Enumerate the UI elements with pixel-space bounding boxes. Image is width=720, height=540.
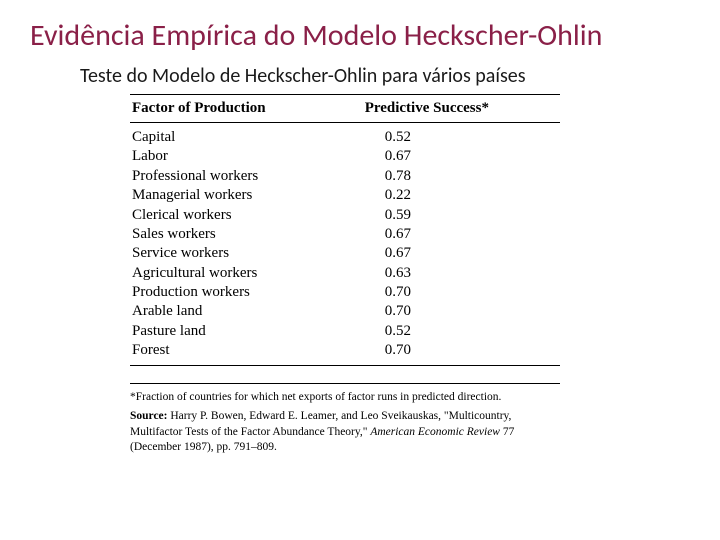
header-factor: Factor of Production [130, 95, 325, 123]
slide: Evidência Empírica do Modelo Heckscher-O… [0, 0, 720, 540]
cell-factor: Service workers [130, 244, 325, 263]
table-row: Labor 0.67 [130, 147, 560, 166]
cell-value: 0.70 [325, 283, 560, 302]
cell-factor: Managerial workers [130, 186, 325, 205]
cell-value: 0.63 [325, 263, 560, 282]
table-header-row: Factor of Production Predictive Success* [130, 95, 560, 123]
table-container: Factor of Production Predictive Success*… [130, 94, 560, 456]
table-body: Capital 0.52 Labor 0.67 Professional wor… [130, 123, 560, 384]
cell-value: 0.22 [325, 186, 560, 205]
cell-value: 0.67 [325, 244, 560, 263]
table-row: Pasture land 0.52 [130, 322, 560, 341]
source-prefix: Source: [130, 410, 167, 422]
table-row: Sales workers 0.67 [130, 225, 560, 244]
cell-factor: Forest [130, 341, 325, 366]
cell-value: 0.70 [325, 341, 560, 366]
cell-value: 0.59 [325, 205, 560, 224]
cell-value: 0.70 [325, 302, 560, 321]
cell-factor: Professional workers [130, 167, 325, 186]
cell-value: 0.52 [325, 123, 560, 148]
cell-factor: Arable land [130, 302, 325, 321]
table-row: Arable land 0.70 [130, 302, 560, 321]
table-row: Capital 0.52 [130, 123, 560, 148]
cell-value: 0.52 [325, 322, 560, 341]
cell-factor: Capital [130, 123, 325, 148]
slide-title: Evidência Empírica do Modelo Heckscher-O… [30, 18, 690, 54]
header-value: Predictive Success* [325, 95, 560, 123]
cell-factor: Labor [130, 147, 325, 166]
table-row: Professional workers 0.78 [130, 167, 560, 186]
source-italic: American Economic Review [370, 426, 500, 438]
cell-factor: Sales workers [130, 225, 325, 244]
table-row: Forest 0.70 [130, 341, 560, 366]
cell-value: 0.67 [325, 225, 560, 244]
table-row: Managerial workers 0.22 [130, 186, 560, 205]
factor-table: Factor of Production Predictive Success*… [130, 94, 560, 384]
footnote-note: *Fraction of countries for which net exp… [130, 391, 501, 403]
cell-factor: Clerical workers [130, 205, 325, 224]
table-row: Clerical workers 0.59 [130, 205, 560, 224]
cell-factor: Agricultural workers [130, 263, 325, 282]
table-row: Service workers 0.67 [130, 244, 560, 263]
cell-factor: Production workers [130, 283, 325, 302]
table-rule [130, 381, 560, 384]
table-rule [130, 366, 560, 381]
footnote-source: Source: Harry P. Bowen, Edward E. Leamer… [130, 409, 560, 456]
table-row: Agricultural workers 0.63 [130, 263, 560, 282]
slide-subtitle: Teste do Modelo de Heckscher-Ohlin para … [80, 64, 690, 88]
cell-factor: Pasture land [130, 322, 325, 341]
cell-value: 0.78 [325, 167, 560, 186]
table-row: Production workers 0.70 [130, 283, 560, 302]
table-footnote: *Fraction of countries for which net exp… [130, 390, 560, 456]
cell-value: 0.67 [325, 147, 560, 166]
